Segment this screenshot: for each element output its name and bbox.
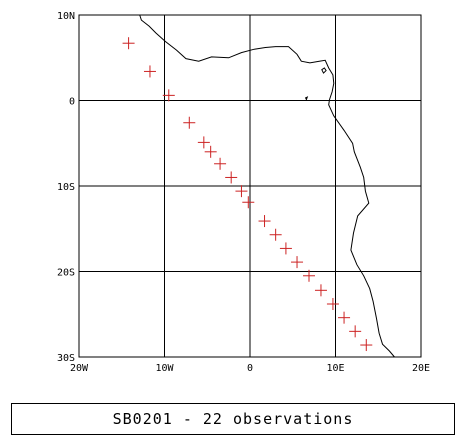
y-tick-label: 0 <box>69 97 75 108</box>
observation-marker <box>214 157 227 170</box>
observation-points <box>122 37 373 352</box>
observation-marker <box>235 185 248 198</box>
coastline <box>139 14 395 358</box>
observation-marker <box>258 215 271 228</box>
y-tick-label: 10N <box>57 11 75 22</box>
x-tick-label: 0 <box>247 363 253 374</box>
plot-frame <box>78 14 422 358</box>
observation-marker <box>279 242 292 255</box>
y-tick-label: 20S <box>57 268 75 279</box>
observation-marker <box>143 65 156 78</box>
x-tick-label: 10W <box>155 363 174 374</box>
x-tick-label: 20W <box>70 363 89 374</box>
x-tick-label: 20E <box>412 363 430 374</box>
observation-marker <box>197 136 210 149</box>
observation-marker <box>302 269 315 282</box>
observation-marker <box>326 297 339 310</box>
caption-box: SB0201 - 22 observations <box>11 403 455 435</box>
observation-marker <box>122 37 135 50</box>
y-tick-label: 10S <box>57 182 75 193</box>
observation-marker <box>291 256 304 269</box>
map-plot: 20W 10W 0 10E 20E 10N 0 10S 20S 30S <box>57 11 430 374</box>
observation-marker <box>360 339 373 352</box>
caption-title: SB0201 - 22 observations <box>112 410 354 428</box>
observation-marker <box>225 171 238 184</box>
observation-marker <box>349 325 362 338</box>
observation-marker <box>162 89 175 102</box>
grid-layer <box>78 14 422 358</box>
observation-marker <box>269 228 282 241</box>
observation-marker <box>242 196 255 209</box>
island-outline <box>304 96 309 101</box>
y-tick-label: 30S <box>57 353 75 364</box>
coastline-layer <box>139 14 395 358</box>
observation-marker <box>183 116 196 129</box>
island-outline <box>321 67 327 74</box>
observation-marker <box>314 284 327 297</box>
observation-marker <box>204 145 217 158</box>
observation-marker <box>338 311 351 324</box>
x-tick-label: 10E <box>326 363 344 374</box>
axis-ticks: 20W 10W 0 10E 20E 10N 0 10S 20S 30S <box>57 11 430 374</box>
